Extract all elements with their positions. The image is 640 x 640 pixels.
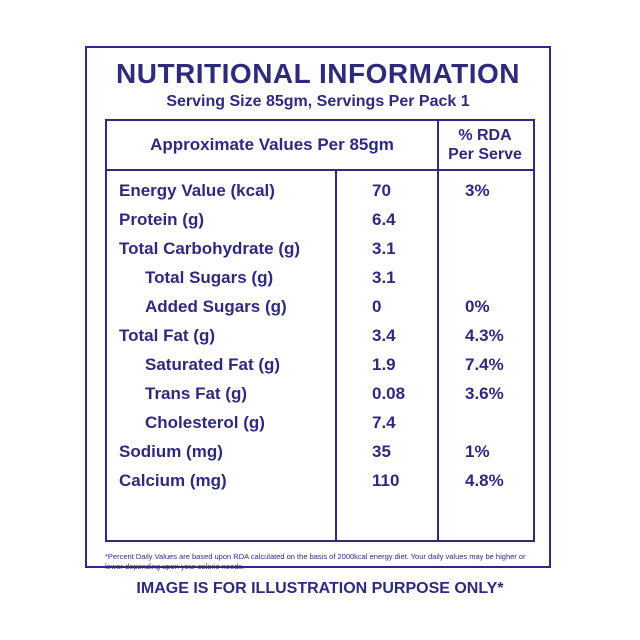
- nutrient-rda: 4.8%: [465, 471, 504, 490]
- table-row: Total Fat (g) 3.4 4.3%: [107, 320, 533, 349]
- nutrient-amount: 35: [372, 442, 391, 461]
- nutrient-rda: 3%: [465, 181, 490, 200]
- nutrient-amount: 3.1: [372, 239, 396, 258]
- label-title: NUTRITIONAL INFORMATION: [116, 58, 520, 89]
- nutrient-name: Sodium (mg): [119, 442, 223, 461]
- nutrient-name: Total Fat (g): [119, 326, 215, 345]
- table-row: Added Sugars (g) 0 0%: [107, 291, 533, 320]
- header-rda: % RDA Per Serve: [437, 121, 533, 169]
- nutrient-amount: 110: [372, 471, 400, 490]
- table-row: Calcium (mg) 110 4.8%: [107, 465, 533, 494]
- nutrient-name: Cholesterol (g): [145, 413, 265, 432]
- table-row: Trans Fat (g) 0.08 3.6%: [107, 378, 533, 407]
- table-row: Protein (g) 6.4: [107, 204, 533, 233]
- table-row: Energy Value (kcal) 70 3%: [107, 175, 533, 204]
- header-rda-line1: % RDA: [458, 127, 512, 144]
- nutrient-amount: 7.4: [372, 413, 396, 432]
- nutrient-name: Saturated Fat (g): [145, 355, 281, 374]
- table-row: Total Carbohydrate (g) 3.1: [107, 233, 533, 262]
- serving-info: Serving Size 85gm, Servings Per Pack 1: [166, 93, 470, 110]
- nutrient-amount: 1.9: [372, 355, 396, 374]
- nutrient-amount: 3.1: [372, 268, 396, 287]
- nutrient-rda: 1%: [465, 442, 490, 461]
- nutrient-name: Calcium (mg): [119, 471, 227, 490]
- column-divider-rda: [437, 121, 439, 540]
- nutrient-name: Total Sugars (g): [145, 268, 274, 287]
- nutrient-rda: 3.6%: [465, 384, 504, 403]
- nutrient-name: Energy Value (kcal): [119, 181, 275, 200]
- nutrient-amount: 3.4: [372, 326, 396, 345]
- nutrient-rda: 7.4%: [465, 355, 504, 374]
- illustration-disclaimer: IMAGE IS FOR ILLUSTRATION PURPOSE ONLY*: [136, 580, 504, 597]
- nutrient-amount: 0: [372, 297, 382, 316]
- nutrient-name: Added Sugars (g): [145, 297, 287, 316]
- column-divider-amount: [335, 121, 337, 540]
- header-rda-line2: Per Serve: [448, 146, 522, 163]
- nutrient-name: Trans Fat (g): [145, 384, 248, 403]
- header-values: Approximate Values Per 85gm: [150, 135, 394, 154]
- nutrient-amount: 6.4: [372, 210, 396, 229]
- nutrient-amount: 70: [372, 181, 391, 200]
- nutrient-rda: 4.3%: [465, 326, 504, 345]
- nutrient-rda: 0%: [465, 297, 490, 316]
- table-row: Total Sugars (g) 3.1: [107, 262, 533, 291]
- header-divider: [107, 169, 533, 171]
- nutrition-label: NUTRITIONAL INFORMATION Serving Size 85g…: [85, 46, 551, 571]
- table-row: Saturated Fat (g) 1.9 7.4%: [107, 349, 533, 378]
- footnote: *Percent Daily Values are based upon RDA…: [105, 552, 526, 571]
- table-row: Sodium (mg) 35 1%: [107, 436, 533, 465]
- nutrient-amount: 0.08: [372, 384, 406, 403]
- table-row: Cholesterol (g) 7.4: [107, 407, 533, 436]
- nutrition-table: Approximate Values Per 85gm % RDA Per Se…: [105, 119, 535, 542]
- nutrient-name: Total Carbohydrate (g): [119, 239, 301, 258]
- nutrient-name: Protein (g): [119, 210, 204, 229]
